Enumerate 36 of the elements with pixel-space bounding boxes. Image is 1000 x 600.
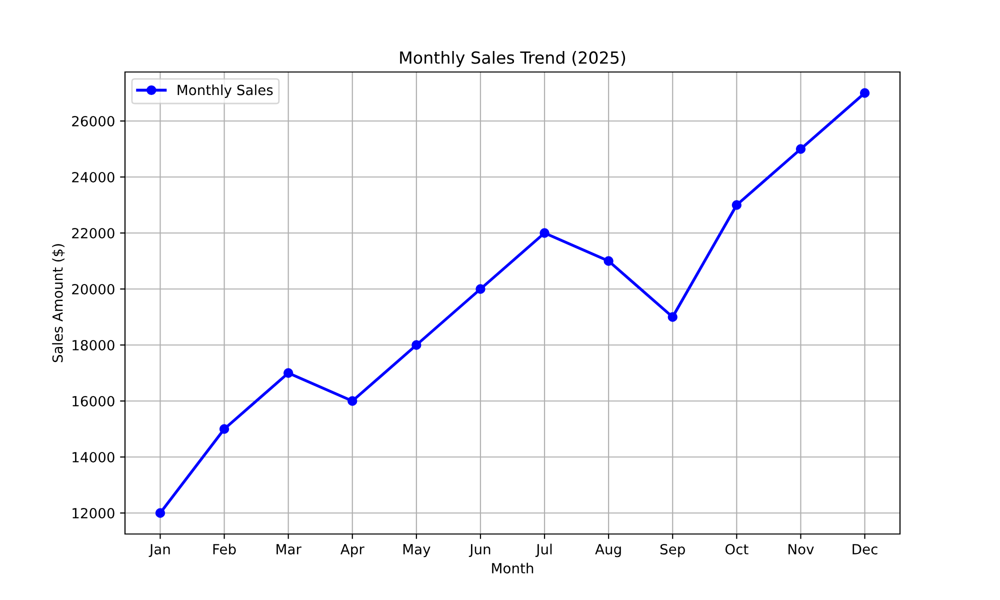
point xyxy=(155,508,166,518)
point xyxy=(283,368,294,378)
x-tick-label: Jun xyxy=(468,544,490,558)
point xyxy=(860,88,870,98)
x-tick-label: Oct xyxy=(725,544,748,554)
point xyxy=(219,424,230,434)
x-tick-label: Apr xyxy=(340,544,364,558)
x-axis-title: Month xyxy=(492,562,534,574)
x-tick-label: Aug xyxy=(595,544,621,558)
point xyxy=(604,256,614,266)
y-tick-label: 26000 xyxy=(72,116,114,126)
x-tick-label: Feb xyxy=(213,544,236,554)
y-tick-label: 12000 xyxy=(72,508,114,518)
x-tick-label: May xyxy=(403,544,430,558)
legend-label: Monthly Sales xyxy=(178,84,273,98)
point xyxy=(732,200,742,210)
y-tick-label: 16000 xyxy=(72,396,114,406)
point xyxy=(412,340,422,350)
y-tick-label: 20000 xyxy=(72,284,114,294)
x-tick-label: Dec xyxy=(852,544,878,554)
x-tick-label: Jul xyxy=(535,544,552,558)
y-tick-label: 24000 xyxy=(72,172,114,182)
x-tick-label: Jan xyxy=(148,544,170,558)
point xyxy=(668,312,678,322)
y-tick-label: 14000 xyxy=(72,452,114,462)
x-tick-label: Nov xyxy=(788,544,814,554)
x-tick-label: Sep xyxy=(660,544,685,558)
y-axis-title: Sales Amount ($) xyxy=(52,244,65,362)
y-tick-label: 22000 xyxy=(72,228,114,238)
x-tick-label: Mar xyxy=(276,544,302,554)
y-tick-label: 18000 xyxy=(72,340,114,350)
chart-title: Monthly Sales Trend (2025) xyxy=(400,51,626,68)
point xyxy=(540,228,550,238)
point xyxy=(476,284,486,294)
point xyxy=(796,144,806,154)
point xyxy=(348,396,358,406)
